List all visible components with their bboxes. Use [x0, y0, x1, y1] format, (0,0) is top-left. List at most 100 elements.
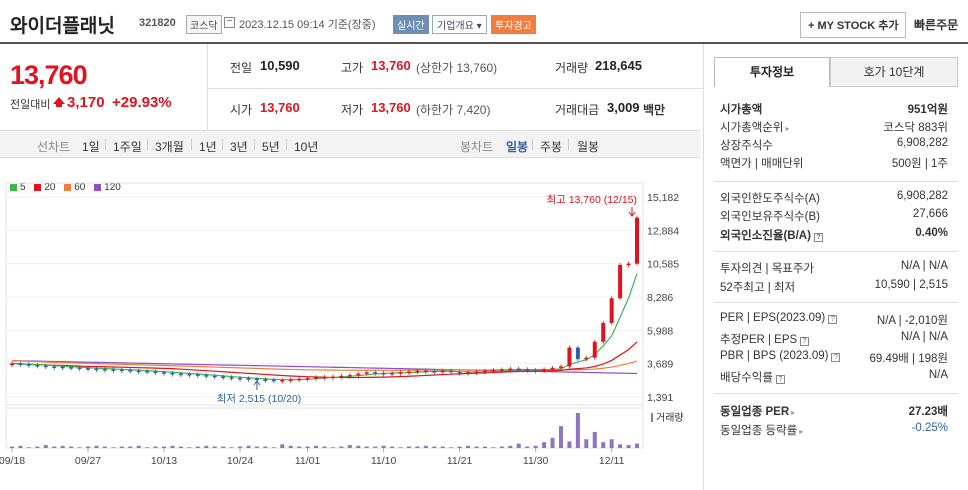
- stock-header: 와이더플래닛 321820 코스닥 2023.12.15 09:14 기준(장중…: [0, 0, 968, 44]
- chevron-right-icon: ▸: [785, 124, 790, 133]
- row-market-cap-rank[interactable]: 시가총액순위 ▸ 코스닥 883위: [720, 119, 948, 135]
- volume-bar: [390, 446, 395, 448]
- candle: [415, 370, 420, 373]
- volume-bar: [635, 443, 639, 448]
- volume-bar: [314, 445, 319, 448]
- tab-1w[interactable]: 1주일: [113, 140, 142, 154]
- volume-bar: [43, 445, 48, 448]
- x-tick-label: 10/13: [151, 455, 177, 467]
- investment-warning-badge: 투자경고: [491, 15, 536, 34]
- row-pbr-bps: PBR | BPS (2023.09)? 69.49배 | 198원: [720, 350, 948, 366]
- legend-item: 120: [94, 182, 121, 193]
- tab-order-book[interactable]: 호가 10단계: [830, 57, 958, 87]
- tab-monthly[interactable]: 월봉: [577, 140, 600, 154]
- tab-1y[interactable]: 1년: [199, 140, 217, 154]
- volume-bar: [229, 447, 234, 448]
- candle: [364, 372, 369, 374]
- candle: [314, 377, 319, 379]
- candle: [618, 264, 623, 299]
- candle: [305, 378, 310, 380]
- tab-candle-chart[interactable]: 봉차트: [460, 140, 494, 154]
- row-sector-change[interactable]: 동일업종 등락률 ▸ -0.25%: [720, 422, 948, 438]
- volume-bar: [525, 446, 530, 448]
- tab-line-chart[interactable]: 선차트: [37, 140, 71, 154]
- price-change: 3,170: [67, 94, 105, 111]
- divider: [254, 139, 255, 150]
- legend-item: 60: [64, 182, 85, 193]
- volume-bar: [330, 447, 335, 448]
- y-tick-label: 3,689: [647, 359, 673, 371]
- divider: [191, 139, 192, 150]
- volume-bar: [145, 447, 150, 448]
- info-label: 외국인소진율(B/A)?: [720, 227, 823, 243]
- volume-bar: [449, 447, 454, 448]
- tab-5y[interactable]: 5년: [262, 140, 280, 154]
- row-foreign-ratio: 외국인소진율(B/A)? 0.40%: [720, 227, 948, 243]
- chart-legend: 5 20 60 120: [10, 182, 127, 193]
- help-icon[interactable]: ?: [800, 337, 810, 346]
- row-shares: 상장주식수 6,908,282: [720, 137, 948, 153]
- company-name: 와이더플래닛: [10, 16, 115, 37]
- high-annotation: 최고 13,760 (12/15): [546, 194, 637, 206]
- realtime-button[interactable]: 실시간: [393, 15, 429, 34]
- candle: [111, 369, 116, 371]
- volume-bar: [322, 446, 327, 448]
- divider: [222, 139, 223, 150]
- info-label: 상장주식수: [720, 140, 773, 152]
- help-icon[interactable]: ?: [813, 233, 823, 242]
- row-per-eps: PER | EPS(2023.09)? N/A | -2,010원: [720, 312, 948, 328]
- info-value: 69.49배 | 198원: [869, 353, 948, 365]
- volume-bar: [187, 447, 192, 448]
- x-tick-label: 09/18: [0, 455, 25, 467]
- current-price: 13,760: [10, 60, 88, 90]
- candle: [69, 367, 74, 369]
- plot-frame: [5, 182, 644, 409]
- tab-10y[interactable]: 10년: [294, 140, 319, 154]
- volume-bar: [474, 446, 479, 448]
- info-label: 동일업종 등락률 ▸: [720, 425, 804, 437]
- candle: [390, 372, 395, 375]
- tab-3m[interactable]: 3개월: [155, 140, 184, 154]
- help-icon[interactable]: ?: [828, 315, 838, 324]
- company-overview-dropdown[interactable]: 기업개요 ▾: [432, 15, 487, 34]
- candle: [491, 370, 496, 372]
- candle: [178, 373, 183, 376]
- tab-1d[interactable]: 1일: [82, 140, 100, 154]
- help-icon[interactable]: ?: [775, 375, 785, 384]
- divider: [207, 88, 703, 89]
- price-chart[interactable]: 15,182 12,884 10,585 8,286 5,988 3,689 1,391 09…: [0, 175, 700, 490]
- divider: [714, 181, 958, 182]
- add-my-stock-button[interactable]: + MY STOCK 추가: [800, 12, 907, 38]
- info-value: 27,666: [912, 208, 948, 220]
- candle: [10, 363, 14, 366]
- volume-bar: [339, 446, 344, 448]
- tab-weekly[interactable]: 주봉: [540, 140, 563, 154]
- help-icon[interactable]: ?: [831, 353, 841, 362]
- candle: [330, 376, 335, 379]
- tab-investment-info[interactable]: 투자정보: [714, 57, 830, 87]
- volume-bar: [356, 445, 361, 448]
- volume-bar: [432, 446, 437, 448]
- volume-bar: [626, 445, 631, 448]
- info-label: 52주최고 | 최저: [720, 282, 796, 294]
- info-label: 외국인한도주식수(A): [720, 193, 820, 205]
- candle: [432, 371, 437, 373]
- timestamp: 2023.12.15 09:14 기준(장중): [239, 19, 376, 31]
- divider: [147, 139, 148, 150]
- candle: [229, 377, 234, 379]
- low-arrow-head: [253, 380, 261, 386]
- price-change-pct: +29.93%: [112, 94, 172, 111]
- volume-bar: [508, 445, 513, 448]
- divider: [714, 302, 958, 303]
- quick-order-button[interactable]: 빠른주문: [914, 18, 959, 32]
- volume-label: 거래량: [555, 61, 589, 75]
- tab-3y[interactable]: 3년: [230, 140, 248, 154]
- row-sector-per[interactable]: 동일업종 PER ▸ 27.23배: [720, 403, 948, 419]
- info-value: 0.40%: [915, 227, 948, 239]
- tab-daily[interactable]: 일봉: [506, 140, 529, 154]
- candle: [339, 375, 344, 378]
- info-value: 6,908,282: [896, 190, 948, 202]
- legend-swatch: [34, 184, 42, 191]
- upper-limit: (상한가 13,760): [416, 61, 498, 75]
- row-52w: 52주최고 | 최저 10,590 | 2,515: [720, 279, 948, 295]
